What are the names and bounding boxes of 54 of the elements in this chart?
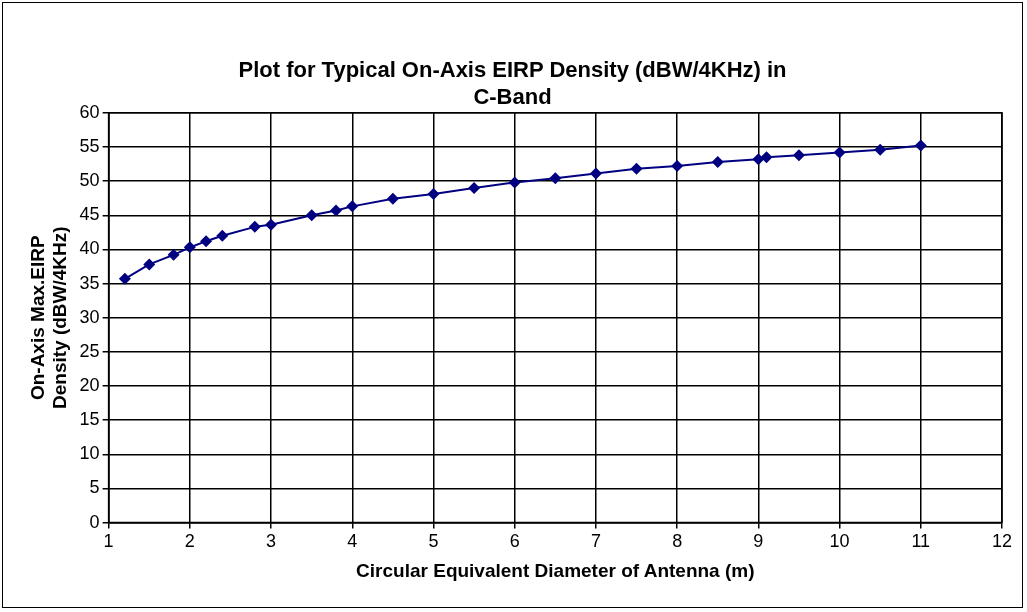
point [711, 155, 724, 168]
point [760, 151, 773, 164]
point [874, 143, 887, 156]
x-tick-label: 5 [428, 531, 439, 552]
y-tick-label: 60 [79, 101, 100, 122]
x-tick-label: 10 [829, 531, 850, 552]
point [216, 229, 229, 242]
y-tick-label: 45 [79, 204, 100, 225]
point [508, 176, 521, 189]
x-tick-label: 7 [590, 531, 601, 552]
point [346, 200, 359, 213]
point [167, 248, 180, 261]
point [630, 162, 643, 175]
x-tick-label: 6 [509, 531, 520, 552]
x-tick-label: 9 [753, 531, 764, 552]
point [143, 258, 156, 271]
x-tick-label: 12 [991, 531, 1013, 552]
point [118, 272, 131, 285]
point [671, 160, 684, 173]
point [200, 235, 213, 248]
y-tick-label: 20 [79, 374, 100, 395]
point [468, 181, 481, 194]
point [330, 204, 343, 217]
y-tick-label: 15 [79, 409, 100, 430]
y-tick-label: 55 [79, 135, 100, 156]
x-tick-label: 3 [266, 531, 277, 552]
x-tick-label: 11 [911, 531, 931, 552]
x-tick-label: 8 [672, 531, 683, 552]
point [752, 153, 765, 166]
y-tick-label: 50 [79, 170, 100, 191]
point [183, 241, 196, 254]
point [248, 220, 261, 233]
x-tick-label: 1 [103, 531, 114, 552]
point [589, 167, 602, 180]
y-tick-label: 10 [79, 443, 100, 464]
point [833, 146, 846, 159]
point [386, 192, 399, 205]
point [914, 139, 927, 152]
point [549, 172, 562, 185]
point [792, 149, 805, 162]
y-tick-label: 30 [79, 306, 100, 327]
y-tick-label: 25 [79, 340, 100, 361]
y-tick-label: 40 [79, 238, 100, 259]
point [427, 188, 440, 201]
x-axis-title: Circular Equivalent Diameter of Antenna (m) [356, 559, 755, 581]
y-tick-label: 5 [89, 477, 100, 498]
chart-title: Plot for Typical On-Axis EIRP Density (dBW/4KHz) in C-Band [238, 57, 787, 109]
y-tick-label: 0 [89, 511, 100, 532]
point [265, 218, 278, 231]
x-tick-label: 2 [184, 531, 195, 552]
y-tick-label: 35 [79, 272, 100, 293]
point [305, 209, 318, 222]
x-tick-label: 4 [347, 531, 358, 552]
y-axis-title: On-Axis Max.EIRP Density (dBW/4KHz) [26, 226, 71, 410]
